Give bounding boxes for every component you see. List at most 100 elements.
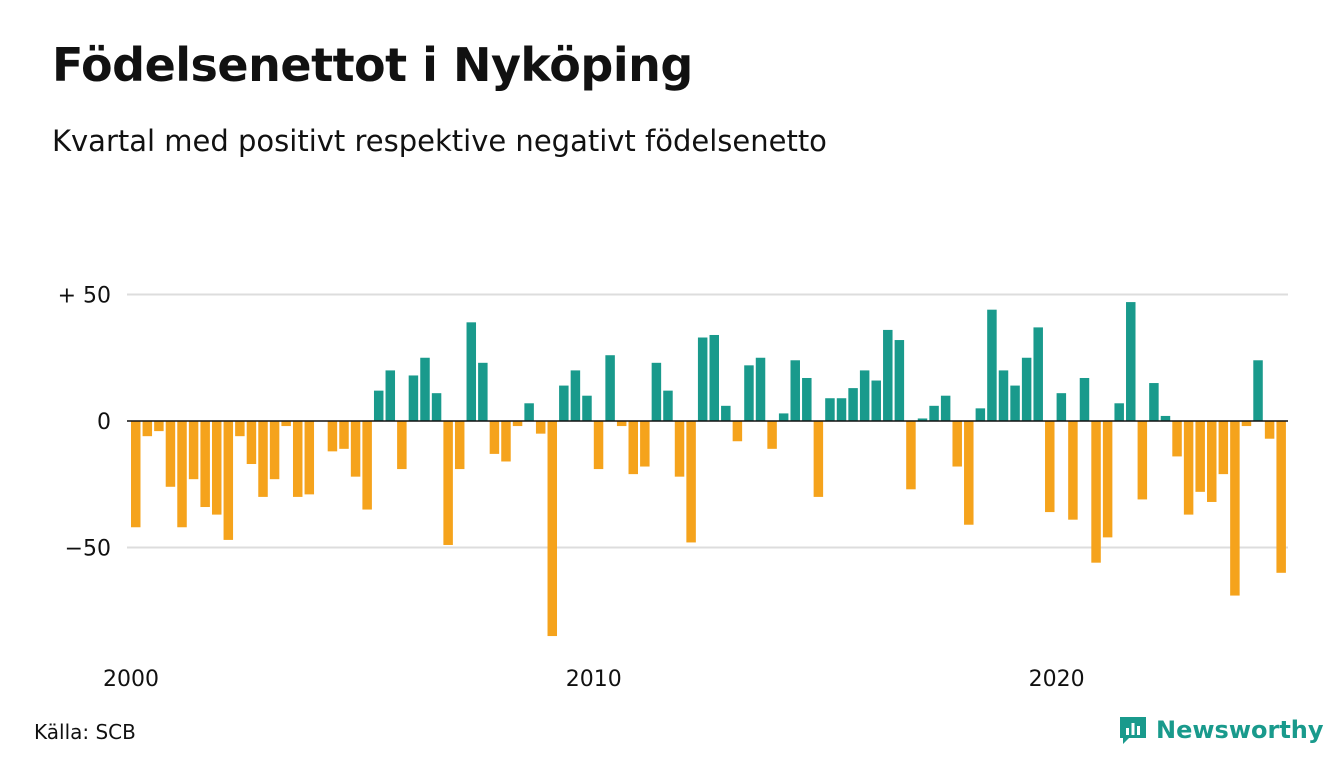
bar — [871, 380, 881, 421]
bar — [188, 421, 199, 480]
bar — [640, 421, 650, 467]
bar — [952, 421, 962, 467]
bar — [1068, 421, 1078, 520]
bar — [478, 362, 488, 421]
bar — [1264, 421, 1275, 439]
bar — [1195, 421, 1205, 492]
bar — [767, 421, 777, 449]
x-tick-label: 2000 — [103, 667, 159, 692]
y-tick-label: 0 — [97, 410, 111, 435]
bar — [570, 370, 581, 421]
bar — [755, 357, 766, 421]
bar — [802, 377, 812, 421]
bar — [420, 357, 430, 421]
bar — [1218, 421, 1229, 475]
bar — [165, 421, 176, 487]
bar — [339, 421, 349, 449]
bar — [281, 421, 291, 427]
bar — [582, 395, 592, 421]
bar — [917, 418, 928, 421]
bar — [489, 421, 500, 454]
newsworthy-logo-icon — [1120, 717, 1146, 744]
bar — [223, 421, 234, 540]
bar — [327, 421, 338, 452]
bar — [651, 362, 662, 421]
bar — [825, 398, 835, 421]
bar — [373, 390, 384, 421]
bar — [397, 421, 407, 470]
source-label: Källa: SCB — [34, 720, 136, 744]
bar — [848, 388, 858, 421]
bar — [593, 421, 604, 470]
bar — [292, 421, 303, 497]
chart-subtitle: Kvartal med positivt respektive negativt… — [52, 124, 827, 158]
bar — [674, 421, 685, 477]
bar — [142, 421, 153, 437]
bar — [616, 421, 627, 427]
bar — [1253, 360, 1263, 421]
bar — [454, 421, 465, 470]
bar — [859, 370, 870, 421]
bar — [697, 337, 708, 421]
bar — [975, 408, 986, 421]
bar — [778, 413, 789, 421]
y-tick-label: + 50 — [58, 284, 111, 309]
bar — [1091, 421, 1101, 563]
bar-chart: + 50 0 −50 2000 2010 2020 — [58, 284, 1288, 692]
bar — [200, 421, 210, 508]
bar — [431, 393, 442, 421]
bar — [721, 405, 731, 421]
bar — [1126, 302, 1136, 421]
bar — [1045, 421, 1055, 513]
bar — [385, 370, 396, 421]
bar — [512, 421, 523, 427]
bar — [131, 421, 141, 528]
bar — [987, 309, 997, 421]
bar — [628, 421, 638, 475]
bar — [350, 421, 361, 477]
bar — [1137, 421, 1148, 500]
bar — [269, 421, 280, 480]
x-tick-label: 2010 — [566, 667, 622, 692]
bar — [883, 329, 893, 421]
brand-name: Newsworthy — [1156, 716, 1324, 744]
bar — [235, 421, 245, 437]
bar — [1056, 393, 1067, 421]
bar — [894, 340, 905, 421]
bar — [1207, 421, 1217, 502]
bar — [686, 421, 696, 543]
chart-title: Födelsenettot i Nyköping — [52, 38, 693, 92]
bar — [940, 395, 951, 421]
y-tick-label: −50 — [65, 537, 111, 562]
bar — [304, 421, 315, 495]
bar — [998, 370, 1009, 421]
bar — [1276, 421, 1286, 573]
bar — [790, 360, 800, 421]
bar — [154, 421, 164, 432]
bar — [744, 365, 754, 421]
bar — [443, 421, 453, 545]
bar — [535, 421, 546, 434]
bar — [1021, 357, 1032, 421]
bar — [258, 421, 268, 497]
bar — [559, 385, 569, 421]
bar — [524, 403, 534, 421]
bar — [1241, 421, 1252, 427]
bar — [709, 334, 719, 421]
bar — [1010, 385, 1020, 421]
bar — [813, 421, 824, 497]
bar — [1230, 421, 1240, 596]
bar — [177, 421, 187, 528]
bar — [1172, 421, 1182, 457]
bar — [211, 421, 222, 515]
bar — [605, 355, 615, 421]
bar — [501, 421, 511, 462]
bar — [964, 421, 974, 525]
bar — [1149, 383, 1159, 421]
bar — [408, 375, 419, 421]
bar — [663, 390, 673, 421]
bar — [466, 322, 477, 421]
bar — [547, 421, 558, 637]
bar — [929, 405, 939, 421]
bar — [1114, 403, 1124, 421]
